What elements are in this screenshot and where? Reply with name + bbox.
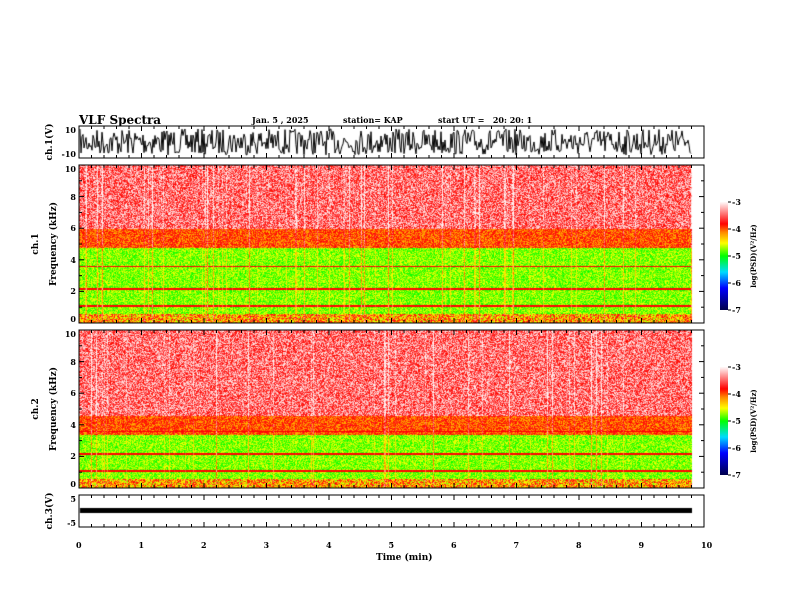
y-tick-label: 4 [70, 419, 76, 430]
colorbar-tick-label: -3 [732, 197, 741, 207]
colorbar-tick-label: -7 [732, 470, 741, 480]
ch1-spectrogram [79, 165, 704, 323]
colorbar-tick-label: -6 [732, 278, 741, 288]
y-tick-label: 10 [64, 125, 76, 135]
date: Jan. 5 , 2025 [252, 115, 309, 125]
y-tick-label: 2 [70, 286, 76, 297]
x-tick-label: 2 [201, 540, 207, 550]
y-tick-label: 0 [70, 314, 76, 324]
x-tick-label: 4 [326, 540, 332, 550]
panel-frame-2 [78, 329, 705, 489]
colorbar-tick-label: -3 [732, 362, 741, 372]
y-tick-label: 4 [70, 254, 76, 265]
xaxis-label: Time (min) [376, 553, 433, 563]
ylabel-spec2-b: Frequency (kHz) [49, 367, 59, 452]
panel-frame-1 [78, 164, 705, 324]
ch2-spectrogram [79, 330, 704, 488]
station: station= KAP [343, 115, 403, 125]
y-tick-label: 10 [64, 329, 76, 339]
x-tick-label: 10 [701, 540, 713, 550]
y-tick-label: 8 [70, 356, 76, 367]
y-tick-label: 10 [64, 164, 76, 174]
x-tick-label: 7 [513, 540, 520, 550]
x-tick-label: 5 [388, 540, 395, 550]
x-tick-label: 3 [263, 540, 270, 550]
colorbar-tick-label: -4 [732, 389, 741, 399]
ylabel-spec1-b: Frequency (kHz) [49, 202, 59, 287]
y-tick-label: 6 [70, 388, 76, 399]
y-tick-label: 5 [70, 494, 76, 504]
colorbar-1-label: log(PSD)(V²/Hz) [749, 224, 758, 288]
x-tick-label: 8 [576, 540, 582, 550]
colorbar-tick-label: -6 [732, 443, 741, 453]
x-tick-label: 0 [76, 540, 82, 550]
colorbar-2-label: log(PSD)(V²/Hz) [749, 389, 758, 453]
ylabel-ch1: ch.1(V) [45, 123, 55, 161]
x-tick-label: 6 [451, 540, 457, 550]
colorbar-tick-label: -7 [732, 305, 741, 315]
start-time: start UT = 20: 20: 1 [438, 115, 533, 125]
ch1-waveform [79, 126, 704, 158]
ylabel-spec1-a: ch.1 [31, 233, 41, 255]
title: VLF Spectra [79, 113, 162, 127]
y-tick-label: -5 [67, 518, 76, 528]
colorbar-tick-label: -5 [732, 416, 741, 426]
colorbar-1 [720, 202, 728, 310]
ylabel-ch3: ch.3(V) [45, 492, 55, 530]
y-tick-label: -10 [61, 149, 76, 159]
x-tick-label: 9 [638, 540, 645, 550]
ch3-waveform [79, 495, 704, 527]
y-tick-label: 0 [70, 479, 76, 489]
y-tick-label: 6 [70, 223, 76, 234]
colorbar-tick-label: -5 [732, 251, 741, 261]
colorbar-2 [720, 367, 728, 475]
y-tick-label: 2 [70, 451, 76, 462]
y-tick-label: 8 [70, 191, 76, 202]
colorbar-tick-label: -4 [732, 224, 741, 234]
ylabel-spec2-a: ch.2 [31, 398, 41, 420]
x-tick-label: 1 [138, 540, 145, 550]
